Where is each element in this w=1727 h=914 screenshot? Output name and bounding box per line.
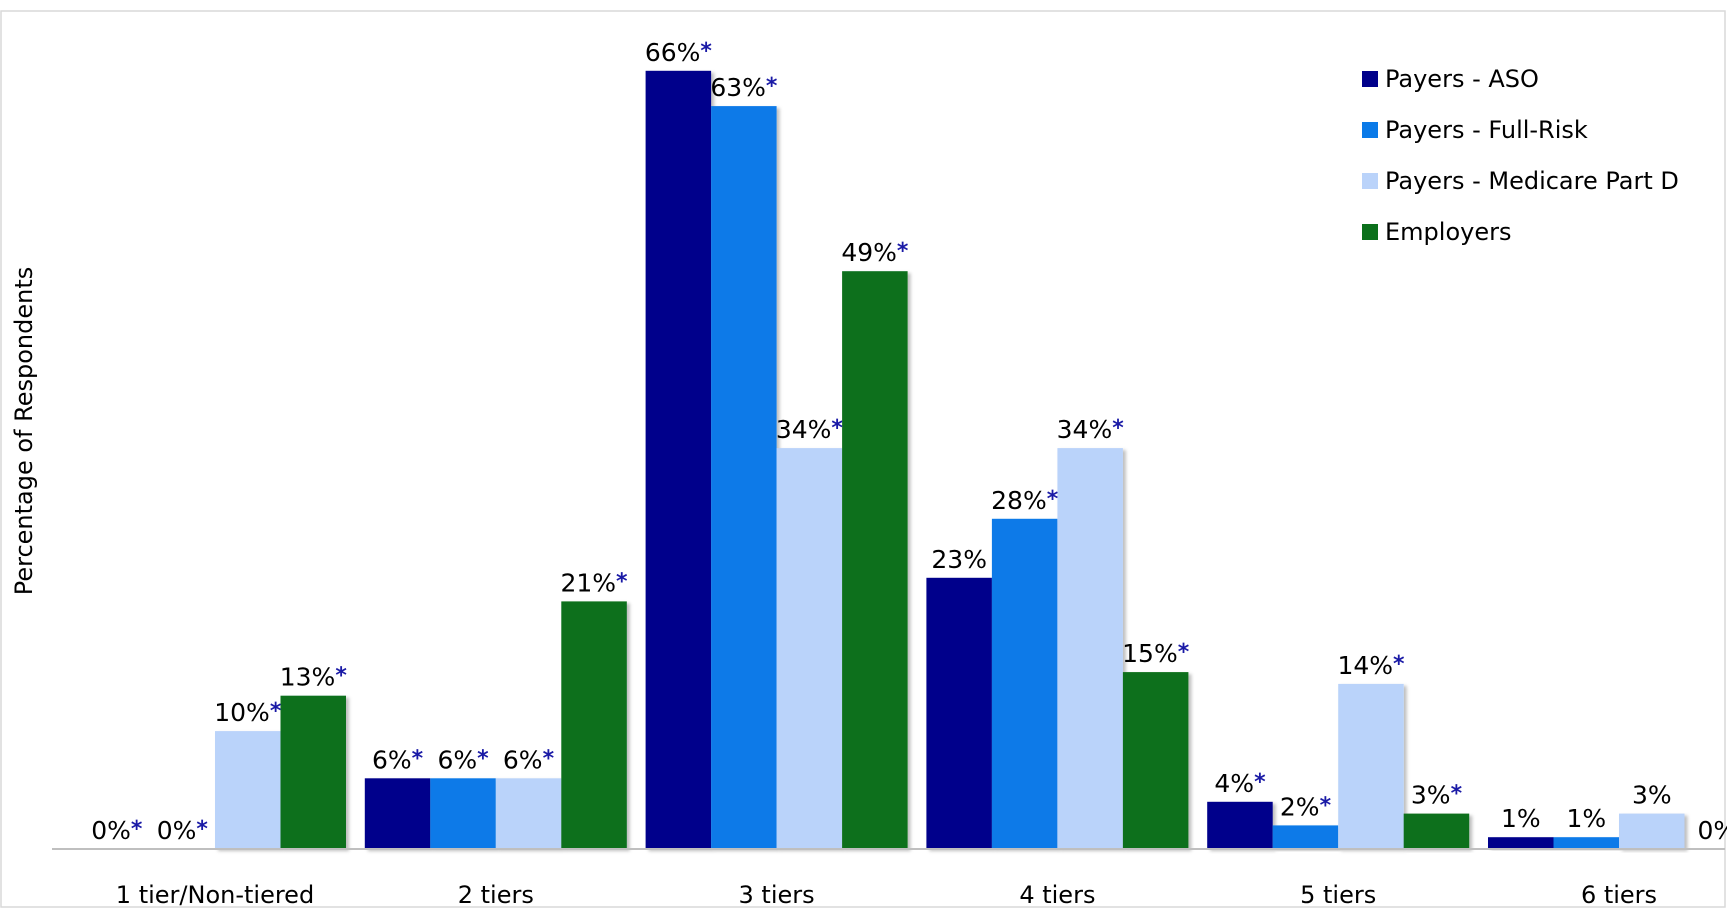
- data-label: 6%*: [503, 745, 555, 774]
- bar-2-6: [1553, 837, 1619, 849]
- legend-label: Payers - ASO: [1385, 65, 1539, 93]
- bar-1-3: [645, 70, 712, 850]
- bar-3-5: [1338, 683, 1404, 849]
- legend-item: Payers - Full-Risk: [1362, 116, 1588, 144]
- data-label: 0%: [1697, 816, 1727, 845]
- data-label: 49%*: [841, 238, 909, 267]
- bar-3-2: [495, 778, 562, 850]
- bar-2-2: [430, 778, 496, 850]
- x-tick-label: 6 tiers: [1581, 881, 1657, 909]
- legend-item: Payers - Medicare Part D: [1362, 167, 1679, 195]
- x-tick-label: 2 tiers: [458, 881, 534, 909]
- legend-swatch: [1362, 173, 1378, 189]
- legend-item: Employers: [1362, 218, 1511, 246]
- data-label: 34%*: [1057, 415, 1125, 444]
- data-label: 63%*: [710, 73, 778, 102]
- data-labels-layer: 0%* 0%* 10%* 13%* 6%* 6%* 6%* 21%* 66%* 63%* 34%* 4…: [91, 38, 1727, 845]
- bar-3-3: [776, 448, 843, 849]
- bar-1-2: [364, 778, 431, 850]
- x-tick-label: 5 tiers: [1300, 881, 1376, 909]
- bar-3-1: [215, 731, 281, 849]
- legend-label: Payers - Full-Risk: [1385, 116, 1588, 144]
- x-axis-tick-labels: 1 tier/Non-tiered 2 tiers 3 tiers 4 tiers 5 …: [116, 881, 1657, 909]
- data-label: 13%*: [280, 663, 348, 692]
- data-label: 21%*: [560, 568, 628, 597]
- data-label: 6%*: [372, 745, 424, 774]
- legend-item: Payers - ASO: [1362, 65, 1539, 93]
- data-label: 3%*: [1411, 781, 1463, 810]
- data-label: 0%*: [91, 816, 143, 845]
- legend-swatch: [1362, 71, 1378, 87]
- bar-2-4: [991, 518, 1058, 849]
- bar-1-6: [1488, 837, 1554, 849]
- bar-3-4: [1057, 448, 1123, 849]
- data-label: 1%: [1566, 804, 1606, 833]
- bar-4-1: [280, 695, 346, 849]
- bar-4-3: [842, 271, 908, 849]
- bar-4-2: [561, 601, 627, 849]
- bar-3-6: [1619, 813, 1685, 849]
- data-label: 14%*: [1337, 651, 1405, 680]
- data-label: 66%*: [645, 38, 713, 67]
- data-label: 1%: [1501, 804, 1541, 833]
- y-axis-title: Percentage of Respondents: [10, 267, 38, 596]
- data-label: 34%*: [776, 415, 844, 444]
- data-label: 15%*: [1122, 639, 1190, 668]
- bar-4-5: [1403, 813, 1470, 849]
- data-label: 4%*: [1214, 769, 1266, 798]
- x-tick-label: 1 tier/Non-tiered: [116, 881, 314, 909]
- legend-swatch: [1362, 122, 1378, 138]
- x-tick-label: 3 tiers: [739, 881, 815, 909]
- legend-swatch: [1362, 224, 1378, 240]
- x-tick-label: 4 tiers: [1019, 881, 1095, 909]
- bar-2-5: [1272, 825, 1339, 849]
- data-label: 3%: [1632, 781, 1672, 810]
- data-label: 0%*: [157, 816, 209, 845]
- legend: Payers - ASO Payers - Full-Risk Payers - M…: [1362, 65, 1679, 246]
- data-label: 6%*: [438, 745, 490, 774]
- legend-label: Employers: [1385, 218, 1511, 246]
- data-label: 10%*: [214, 698, 282, 727]
- bar-1-5: [1207, 801, 1273, 849]
- bar-1-4: [926, 577, 992, 849]
- bar-2-3: [711, 106, 777, 850]
- legend-label: Payers - Medicare Part D: [1385, 167, 1679, 195]
- bars-layer: [215, 70, 1685, 850]
- data-label: 23%: [931, 545, 987, 574]
- bar-4-4: [1122, 672, 1189, 849]
- data-label: 2%*: [1280, 792, 1332, 821]
- data-label: 28%*: [991, 486, 1059, 515]
